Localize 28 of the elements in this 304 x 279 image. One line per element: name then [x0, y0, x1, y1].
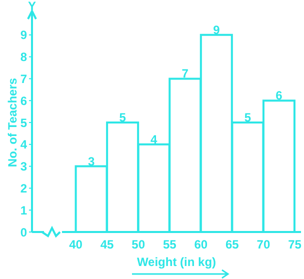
- data-label: 6: [276, 88, 283, 103]
- data-label: 5: [119, 110, 126, 124]
- y-tick-label: 5: [20, 116, 28, 130]
- x-tick-label: 75: [288, 238, 302, 252]
- y-tick-label: 9: [20, 28, 28, 42]
- y-tick-label: 3: [20, 160, 28, 174]
- data-label: 7: [182, 66, 189, 81]
- y-tick-label: 1: [20, 203, 28, 218]
- y-tick-label: 2: [20, 181, 28, 196]
- y-tick-label: 4: [20, 138, 28, 152]
- x-tick-label: 45: [100, 238, 114, 252]
- x-tick-label: 70: [256, 238, 270, 252]
- x-tick-label: 55: [162, 238, 177, 252]
- x-tick-label: 60: [194, 238, 208, 252]
- data-label: 3: [88, 154, 95, 168]
- y-tick-label: 8: [20, 50, 28, 64]
- y-axis-title: No. of Teachers: [5, 78, 20, 168]
- x-axis-title: Weight (in kg): [136, 255, 216, 269]
- data-label: 4: [150, 132, 158, 146]
- y-tick-label: 6: [20, 94, 28, 108]
- x-tick-label: 50: [132, 238, 146, 252]
- x-tick-label: 65: [226, 238, 240, 252]
- y-tick-label: 7: [20, 72, 28, 86]
- data-label: 5: [244, 110, 252, 124]
- x-tick-label: 40: [69, 238, 83, 252]
- annotation: Y: [28, 0, 36, 13]
- data-label: 9: [213, 22, 220, 37]
- y-tick-label: 0: [20, 225, 28, 240]
